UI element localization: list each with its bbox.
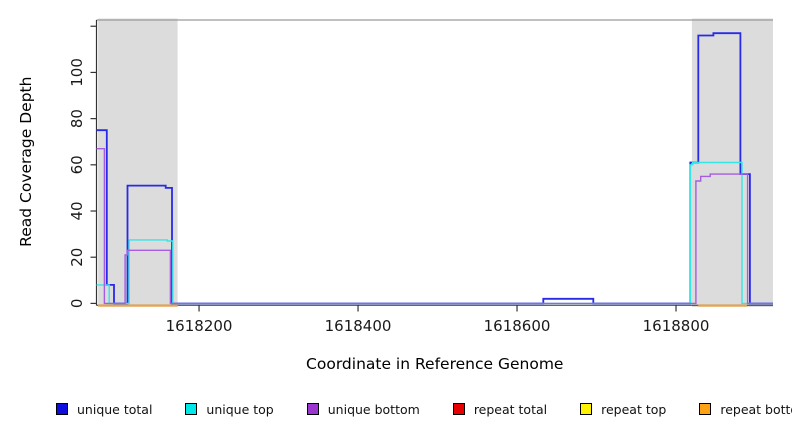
x-axis-title: Coordinate in Reference Genome xyxy=(306,355,563,373)
legend-label: unique top xyxy=(206,401,274,417)
series-unique-top xyxy=(96,161,773,305)
y-tick-label: 60 xyxy=(68,155,86,174)
x-tick-label: 1618600 xyxy=(484,317,551,335)
legend-swatch-icon xyxy=(580,403,593,415)
legend-label: repeat total xyxy=(473,401,548,417)
legend-swatch-icon xyxy=(699,403,712,415)
y-tick-label: 80 xyxy=(68,109,86,128)
x-tick-label: 1618400 xyxy=(325,317,392,335)
y-tick-label: 40 xyxy=(68,201,86,220)
y-tick-label: 100 xyxy=(68,58,86,87)
y-tick-label: 0 xyxy=(68,299,86,309)
repeat-region-shade xyxy=(98,18,178,307)
legend: unique total unique top unique bottom repea… xyxy=(0,399,792,419)
legend-item-unique-total: unique total xyxy=(56,402,152,417)
legend-swatch-icon xyxy=(185,403,198,415)
legend-item-unique-bottom: unique bottom xyxy=(306,401,420,417)
series-unique-bottom xyxy=(96,147,773,305)
legend-item-repeat-total: repeat total xyxy=(452,401,548,417)
legend-swatch-icon xyxy=(306,403,319,415)
legend-label: repeat top xyxy=(601,401,667,417)
y-axis-title: Read Coverage Depth xyxy=(17,77,35,247)
legend-item-repeat-bottom: repeat bottom xyxy=(699,402,792,417)
legend-swatch-icon xyxy=(452,403,465,415)
y-tick-label: 20 xyxy=(68,248,86,267)
coverage-plot-svg: 1618200 1618400 1618600 1618800 0 20 40 60 80 100… xyxy=(17,18,773,373)
legend-item-unique-top: unique top xyxy=(185,401,274,417)
legend-swatch-icon xyxy=(56,403,68,415)
x-tick-label: 1618200 xyxy=(166,317,233,335)
x-tick-label: 1618800 xyxy=(643,317,710,335)
coverage-plot: 1618200 1618400 1618600 1618800 0 20 40 60 80 100… xyxy=(17,18,773,373)
legend-label: unique bottom xyxy=(327,401,420,417)
legend-label: repeat bottom xyxy=(720,401,792,417)
series-unique-total xyxy=(96,32,773,305)
legend-item-repeat-top: repeat top xyxy=(580,402,666,417)
legend-label: unique total xyxy=(77,401,153,417)
